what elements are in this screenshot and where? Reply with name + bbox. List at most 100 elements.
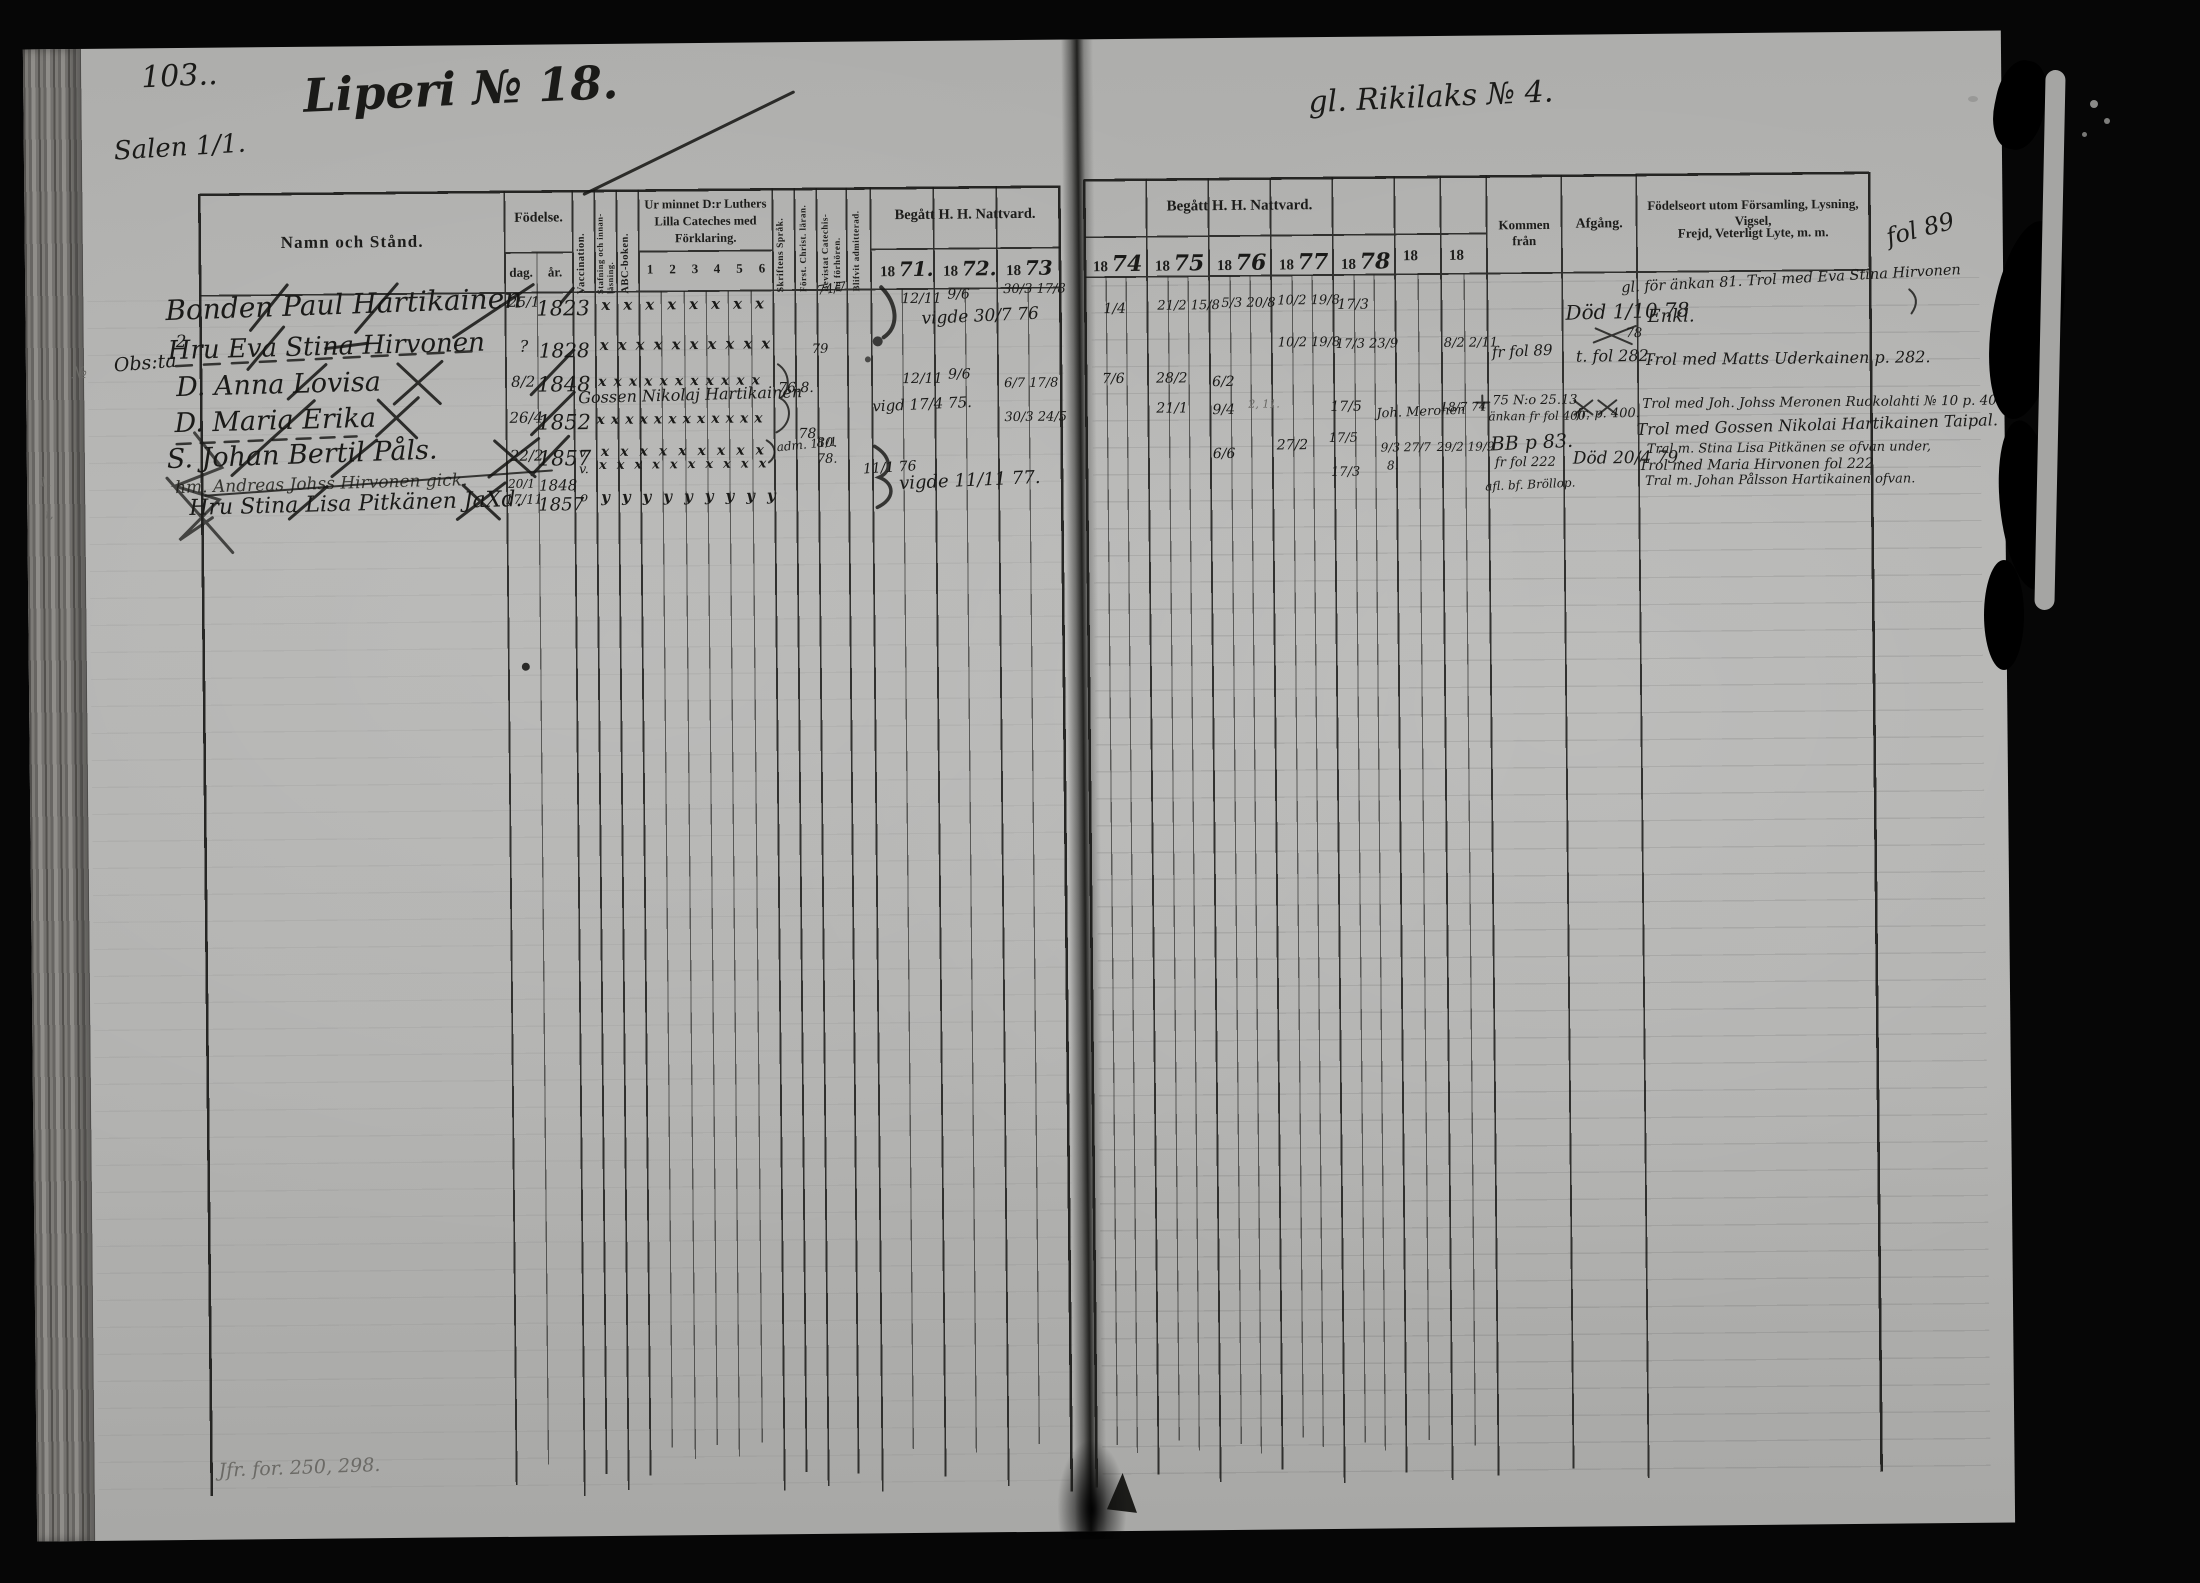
moved-note-scribble: 78 — [1625, 325, 1643, 342]
marriage-note: vigde 30/7 76 — [921, 303, 1040, 329]
year-cell-1871: 18 71. — [880, 257, 934, 282]
col-header-dag: dag. — [509, 264, 533, 280]
left-margin-one: 1. — [38, 475, 52, 491]
year-cell-1874: 18 74 — [1093, 251, 1143, 277]
printed-18: 18 — [879, 264, 896, 281]
scan-speck — [1968, 96, 1978, 102]
col-header-stafning-2: läsning. — [604, 261, 616, 294]
kommen-note: afl. bf. Bröllop. — [1484, 475, 1576, 494]
printed-18: 18 — [1216, 257, 1233, 275]
communion-1877: 10/2 19/8 — [1277, 334, 1341, 351]
open-book: Namn och Stånd. Födelse. dag. år. Vaccin… — [22, 30, 2016, 1542]
communion-1874: 7/6 — [1102, 370, 1125, 388]
bevistat-note: 80. — [816, 435, 838, 451]
communion-1875: 21/1 — [1156, 400, 1188, 417]
printed-18: 18 — [1005, 262, 1022, 280]
communion-1878: 17/3 23/9 — [1335, 336, 1399, 352]
printed-18: 18 — [1340, 256, 1357, 273]
kommen-note-2: änkan fr fol 400. — [1488, 408, 1590, 424]
birth-year: 1852 — [537, 410, 592, 435]
remark-note: Trol med Gossen Nikolai Hartikainen Taip… — [1636, 410, 1999, 440]
col-header-stafning-1: Stafning och innan- — [594, 213, 606, 295]
torn-edge-shadow — [1984, 560, 2024, 670]
communion-1873: 30/3 17/8 — [1003, 281, 1066, 298]
communion-1871: 12/11 — [902, 370, 943, 388]
bevistat-note: 76.8. — [778, 379, 814, 397]
communion-1876: 6/2 — [1212, 373, 1235, 391]
bottom-pencil-note: Jfr. for. 250, 298. — [218, 1453, 381, 1482]
reading-marks: xxxxxxxxxxxx — [596, 410, 769, 429]
birth-day: ? — [519, 336, 529, 356]
communion-1875: 28/2 — [1156, 370, 1188, 387]
entry-name: D. Maria Erika — [174, 402, 377, 440]
col-header-cateches-line3: Förklaring. — [674, 230, 737, 246]
col-header-skriftens: Skriftens Språk. — [775, 217, 787, 293]
communion-18xx-3: 29/2 19/9 — [1436, 439, 1495, 454]
col-header-cateches-line1: Ur minnet D:r Luthers — [644, 196, 767, 212]
kommen-note: fr fol 89 — [1491, 340, 1553, 362]
handwritten-75: 75 — [1173, 250, 1205, 277]
birth-day: 8/2 — [511, 372, 536, 391]
gutter-shadow — [1056, 1439, 1128, 1540]
handwritten-77: 77 — [1297, 249, 1329, 276]
diagonal-betrothal-note: gl. för änkan 81. Trol med Eva Stina Hir… — [1620, 262, 1962, 297]
communion-1871: 12/11 — [901, 290, 942, 308]
communion-1877: 10/2 19/8 — [1277, 292, 1340, 309]
cateches-col-2: 2 — [669, 261, 676, 277]
communion-1878: 17/3 — [1337, 296, 1369, 313]
scan-speck — [2082, 132, 2087, 137]
remark-note: Tral m. Stina Lisa Pitkänen se ofvan und… — [1646, 439, 1932, 457]
birth-year: 1848 — [539, 476, 578, 495]
cateches-col-4: 4 — [713, 260, 721, 276]
left-nattvard-header: Begått H. H. Nattvard. — [894, 205, 1036, 224]
remark-note: Trol med Joh. Johss Meronen Ruokolahti №… — [1642, 392, 2010, 412]
vaccination-mark: o — [580, 490, 589, 506]
cateches-col-6: 6 — [758, 260, 766, 276]
left-page-title: Liperi № 18. — [302, 54, 620, 123]
col-header-abc-boken: ABC-boken. — [619, 232, 632, 294]
margin-folio-note: fol 89 — [1883, 206, 1958, 252]
kommen-note: 75 N:o 25.13 — [1492, 392, 1578, 409]
col-header-bevistat-2: mi förhören. — [831, 237, 843, 292]
col-header-bevistat-1: Bevistat Catechis- — [819, 213, 831, 292]
handwritten-71: 71. — [898, 256, 934, 282]
scan-speck — [2090, 100, 2098, 108]
col-header-afgang: Afgång. — [1575, 216, 1623, 232]
communion-1873: 30/3 24/5 — [1004, 409, 1068, 426]
faint-marks: 2, 11. — [1248, 397, 1280, 411]
scan-speck — [2104, 118, 2110, 124]
right-nattvard-header: Begått H. H. Nattvard. — [1166, 197, 1313, 215]
communion-1873: 6/7 17/8 — [1004, 375, 1059, 392]
reading-marks: xxxxxxxx — [601, 294, 777, 314]
bevistat-note: 79 — [811, 341, 829, 357]
left-page-subtitle: Salen 1/1. — [112, 128, 247, 167]
entry-name: D. Anna Lovisa — [175, 366, 382, 404]
reading-marks: xxxxxxxxxx — [598, 456, 777, 474]
entry-name: Bonden Paul Hartikainen — [164, 281, 523, 328]
handwritten-73: 73 — [1024, 255, 1053, 280]
communion-1872: 9/6 — [947, 366, 971, 383]
col-header-cateches-line2: Lilla Cateches med — [654, 213, 757, 229]
col-header-fodelse: Födelse. — [514, 210, 563, 226]
printed-18: 18 — [1092, 259, 1109, 276]
remark-note: Enkl. — [1647, 305, 1695, 327]
communion-1875: 21/2 15/8 — [1157, 298, 1221, 314]
printed-18: 18 — [1278, 257, 1295, 274]
reading-marks: xxxxxxxxxx — [599, 334, 780, 355]
year-cell-1872: 18 72. — [943, 256, 997, 281]
printed-18: 18 — [1154, 258, 1171, 275]
cateches-col-5: 5 — [736, 260, 743, 276]
birth-year: 1828 — [538, 338, 590, 363]
year-cell-1875: 18 75 — [1155, 250, 1205, 276]
handwritten-72: 72. — [961, 256, 997, 281]
entry-name: S. Johan Bertil Påls. — [166, 434, 439, 476]
communion-1877: 27/2 — [1276, 437, 1309, 454]
year-cell-blank-b: 18 — [1448, 247, 1465, 264]
remark-note: Tral m. Johan Pålsson Hartikainen ofvan. — [1645, 471, 1916, 489]
printed-18: 18 — [942, 263, 959, 280]
page-edge-stack — [22, 48, 96, 1542]
handwritten-74: 74 — [1111, 250, 1143, 278]
communion-1872: 9/6 — [947, 286, 970, 303]
birth-year: 1823 — [536, 296, 590, 321]
